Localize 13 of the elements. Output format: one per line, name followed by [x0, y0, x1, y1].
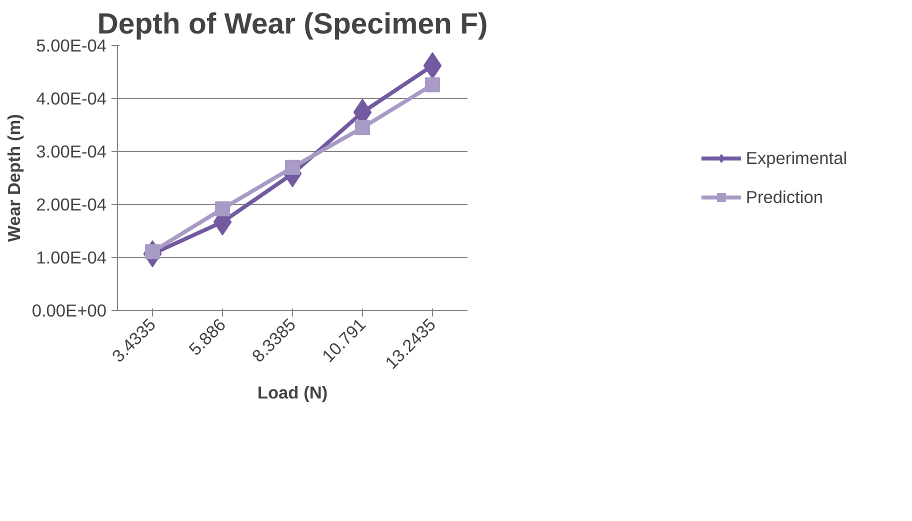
legend-label: Experimental — [746, 148, 848, 168]
point — [215, 201, 230, 216]
y-tick-label: 4.00E-04 — [36, 88, 107, 108]
y-tick-label: 3.00E-04 — [36, 142, 107, 162]
y-tick-label: 0.00E+00 — [32, 300, 107, 320]
y-tick-label: 2.00E-04 — [36, 194, 107, 214]
x-axis-title: Load (N) — [257, 382, 328, 402]
legend-label: Prediction — [746, 186, 823, 208]
point — [355, 120, 370, 136]
y-tick-label: 1.00E-04 — [36, 248, 107, 268]
point — [285, 160, 300, 175]
y-axis-title: Wear Depth (m) — [4, 114, 24, 242]
point — [425, 77, 440, 92]
